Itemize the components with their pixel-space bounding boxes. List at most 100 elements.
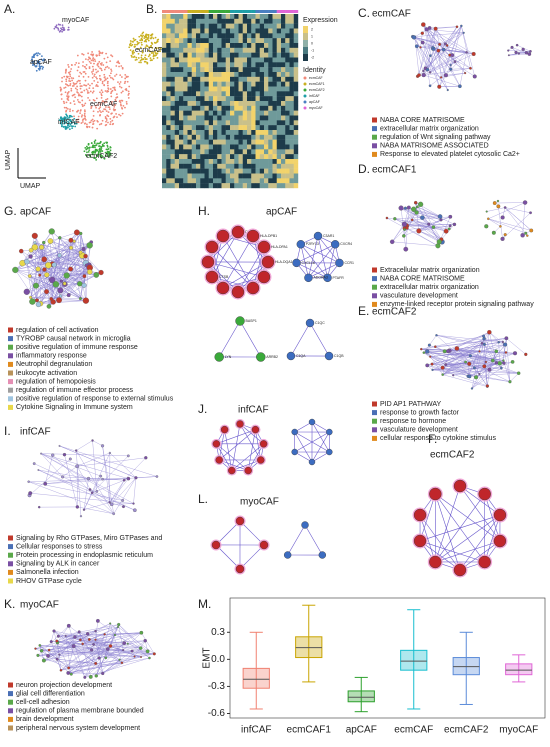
legend-entry: RHOV GTPase cycle (16, 578, 82, 585)
heatmap-cell (273, 178, 277, 183)
heatmap-cell (217, 130, 221, 135)
network-node (112, 513, 114, 515)
heatmap-cell (192, 169, 196, 174)
network-node (420, 216, 424, 220)
heatmap-cell (205, 67, 209, 72)
heatmap-cell (213, 29, 217, 34)
network-node (236, 317, 245, 326)
heatmap-cell (179, 29, 183, 34)
network-node (437, 239, 442, 244)
heatmap-cell (217, 164, 221, 169)
heatmap-cell (179, 125, 183, 130)
heatmap-cell (171, 87, 175, 92)
umap-cell (105, 78, 107, 80)
heatmap-cell (222, 140, 226, 145)
umap-cell (77, 70, 79, 72)
heatmap-cell (175, 174, 179, 179)
network-node (452, 374, 454, 376)
heatmap-cell (183, 101, 187, 106)
heatmap-cell (192, 140, 196, 145)
heatmap-cell (175, 29, 179, 34)
heatmap-cell (213, 91, 217, 96)
heatmap-cell (294, 135, 298, 140)
network-node (438, 43, 441, 46)
heatmap-cell (162, 183, 166, 188)
network-node (309, 419, 315, 425)
network-node (493, 201, 497, 205)
network-node (481, 342, 483, 344)
umap-cell (87, 97, 89, 99)
network-node (232, 226, 244, 238)
umap-cell (88, 76, 90, 78)
heatmap-cell (162, 33, 166, 38)
network-node (77, 281, 82, 286)
identity-bar (290, 10, 294, 13)
umap-cell (147, 38, 149, 40)
heatmap-cell (243, 169, 247, 174)
network-node (429, 85, 431, 87)
network-node (146, 650, 149, 653)
umap-cell (102, 82, 104, 84)
heatmap-cell (251, 91, 255, 96)
network-node (33, 283, 39, 289)
network-node (83, 298, 89, 304)
heatmap-cell (209, 164, 213, 169)
umap-cell (63, 29, 65, 31)
network-node (434, 346, 436, 348)
umap-cell (149, 54, 151, 56)
legend-entry: positive regulation of response to exter… (16, 396, 174, 403)
network-node (500, 367, 502, 369)
legend-swatch (8, 405, 13, 410)
umap-cell (114, 86, 116, 88)
heatmap-cell (251, 140, 255, 145)
heatmap-cell (200, 62, 204, 67)
network-node (228, 467, 235, 474)
heatmap-cell (264, 111, 268, 116)
umap-cell (91, 142, 93, 144)
umap-cell (65, 78, 67, 80)
heatmap-cell (217, 82, 221, 87)
y-tick-label: 0.3 (211, 627, 225, 638)
heatmap-cell (268, 140, 272, 145)
umap-cell (145, 34, 147, 36)
network-node (486, 384, 489, 387)
heatmap-cell (192, 24, 196, 29)
network-node (483, 365, 487, 369)
heatmap-cell (209, 111, 213, 116)
heatmap-cell (175, 178, 179, 183)
heatmap-cell (183, 19, 187, 24)
heatmap-cell (256, 67, 260, 72)
heatmap-cell (171, 58, 175, 63)
heatmap-cell (273, 183, 277, 188)
umap-cell (96, 128, 98, 130)
umap-cell (123, 105, 125, 107)
heatmap-cell (171, 116, 175, 121)
heatmap-cell (209, 130, 213, 135)
identity-bar (213, 10, 217, 13)
umap-cell (111, 120, 113, 122)
heatmap-cell (179, 120, 183, 125)
heatmap-cell (256, 91, 260, 96)
legend-swatch (8, 544, 13, 549)
umap-cell (99, 91, 101, 93)
network-node (432, 225, 435, 228)
heatmap-cell (188, 174, 192, 179)
network-node (429, 488, 441, 500)
umap-cell (130, 40, 132, 42)
heatmap-cell (234, 53, 238, 58)
heatmap-cell (247, 19, 251, 24)
heatmap-cell (281, 101, 285, 106)
heatmap-cell (294, 125, 298, 130)
heatmap-cell (239, 87, 243, 92)
network-node (309, 459, 315, 465)
network-node (123, 479, 125, 481)
heatmap-cell (281, 58, 285, 63)
heatmap-cell (196, 29, 200, 34)
heatmap-cell (188, 29, 192, 34)
legend-entry: extracellular matrix organization (380, 284, 479, 291)
legend-entry: neuron projection development (16, 682, 112, 689)
network-node (216, 456, 223, 463)
heatmap-cell (222, 14, 226, 19)
heatmap-cell (209, 19, 213, 24)
heatmap-cell (256, 116, 260, 121)
